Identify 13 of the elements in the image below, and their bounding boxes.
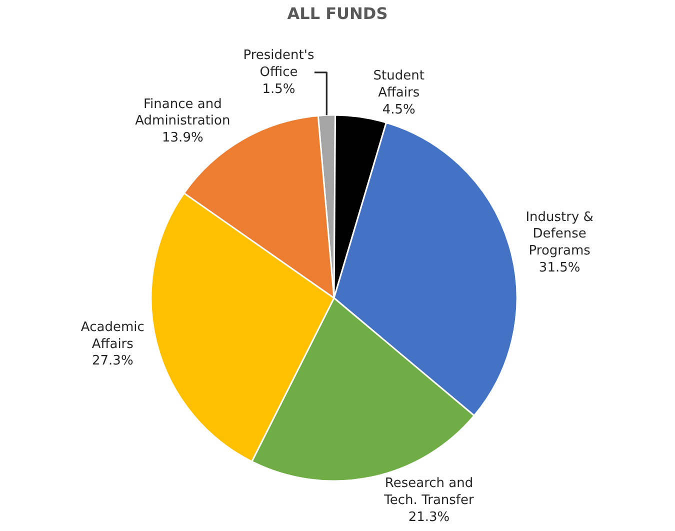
- chart-title: ALL FUNDS: [287, 4, 388, 24]
- data-label: 1.5%: [262, 82, 296, 97]
- slice-label: President's Office: [243, 48, 314, 80]
- slice-label: Student Affairs: [373, 68, 424, 101]
- data-label: 21.3%: [408, 510, 450, 526]
- slice-label: Research and Tech. Transfer: [383, 476, 474, 508]
- data-label: 13.9%: [162, 130, 204, 146]
- data-label: 31.5%: [538, 260, 580, 276]
- slice-label: Finance and Administration: [135, 96, 230, 129]
- slice-label: Academic Affairs: [80, 320, 144, 352]
- data-label: 27.3%: [92, 354, 134, 369]
- data-label: 4.5%: [382, 102, 416, 118]
- slice-label: Industry & Defense Programs: [526, 210, 594, 259]
